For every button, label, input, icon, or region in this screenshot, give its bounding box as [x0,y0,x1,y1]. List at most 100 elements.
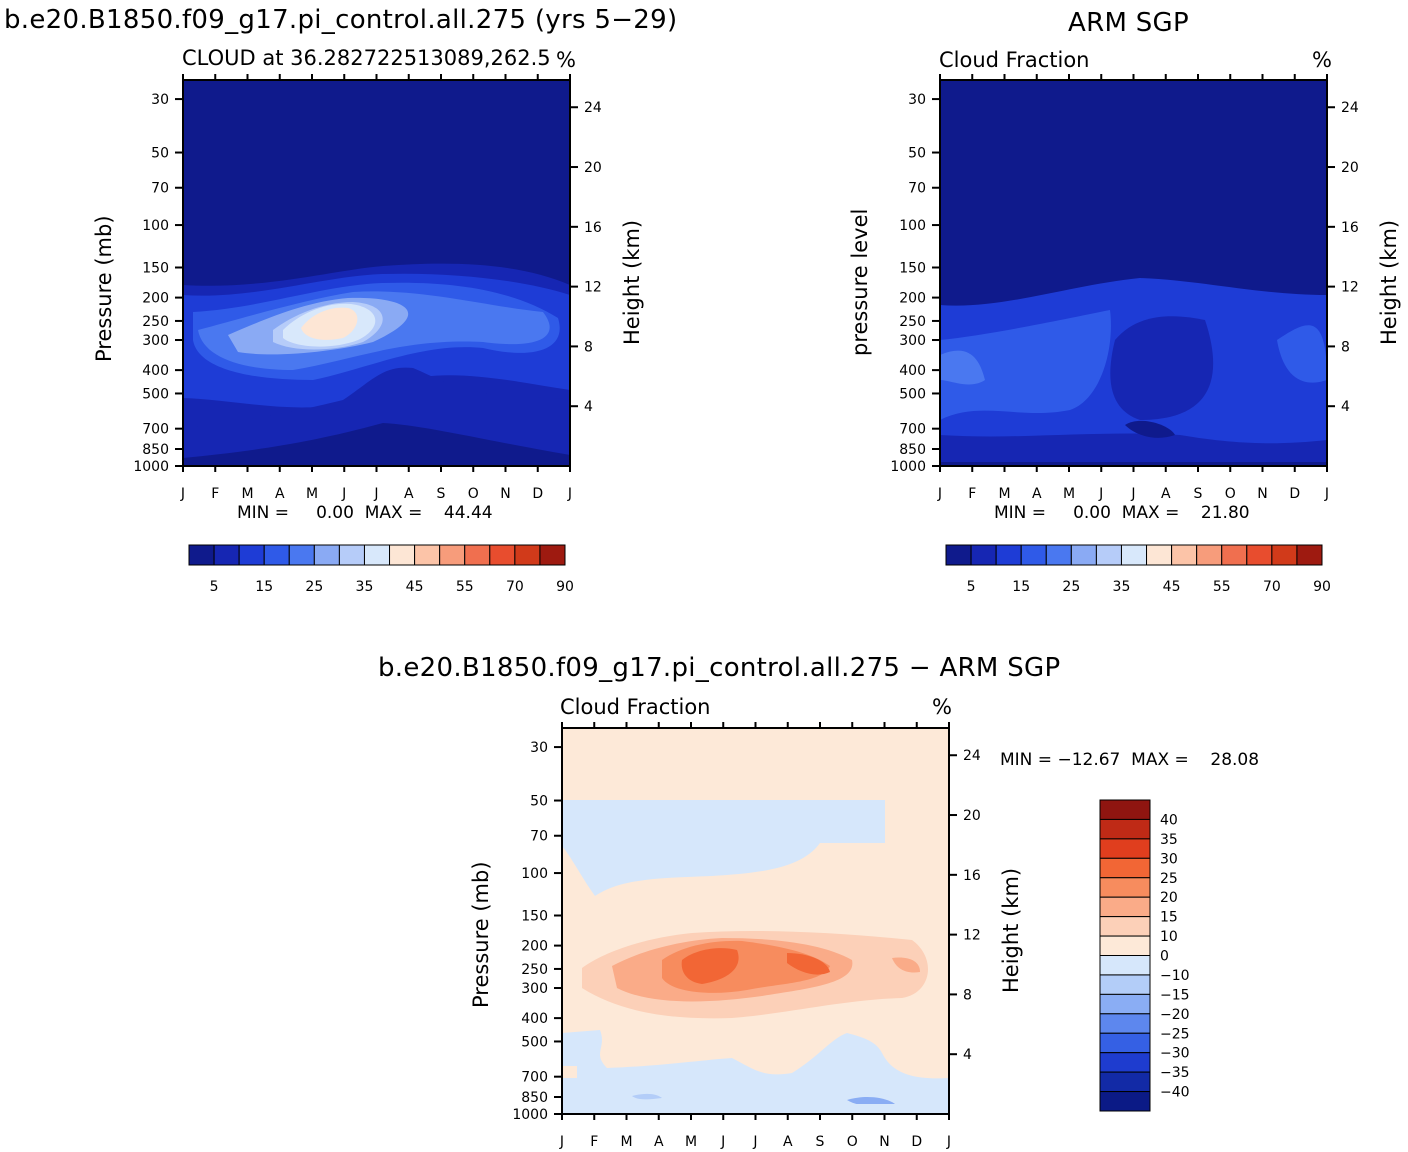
colorbar-label: 70 [1263,579,1281,595]
x-tick-label: F [590,1134,598,1150]
y-tick-label: 100 [521,866,548,882]
colorbar-box [414,544,441,566]
x-tick-label: F [211,486,219,502]
y-tick-label: 50 [908,146,926,162]
x-tick-label: S [437,486,446,502]
cloud-layer [1110,316,1214,420]
model-units: % [556,48,576,72]
colorbar-box [1099,993,1151,1015]
cloud-layer [940,310,1111,420]
colorbar-box [464,544,491,566]
x-tick-label: J [720,1134,725,1150]
colorbar-label: 0 [1160,949,1169,965]
x-tick-label: M [1063,486,1075,502]
plot-field-0 [183,80,570,466]
colorbar-box [1099,896,1151,918]
colorbar-1 [945,544,1323,566]
y-right-tick-label: 4 [584,399,593,415]
diff-region [892,957,920,973]
colorbar-label: 70 [506,579,524,595]
y-tick-label: 850 [521,1090,548,1106]
colorbar-label: 55 [1213,579,1231,595]
y-tick-label: 250 [521,962,548,978]
obs-stats: MIN = 0.00 MAX = 21.80 [994,503,1250,523]
colorbar-label: 25 [305,579,323,595]
colorbar-box [1099,818,1151,840]
x-tick-label: M [241,486,253,502]
y-tick-label: 1000 [890,459,926,475]
cloud-layer [301,307,358,340]
y-right-tick-label: 8 [1341,339,1350,355]
colorbar-box [288,544,315,566]
x-tick-label: J [937,486,942,502]
colorbar-box [1099,974,1151,995]
colorbar-box [1099,916,1151,937]
x-tick-label: N [500,486,510,502]
x-tick-label: J [373,486,378,502]
diff-units: % [932,695,952,719]
colorbar-box [1171,544,1198,566]
y-tick-label: 100 [142,218,169,234]
colorbar-box [313,544,340,566]
y-tick-label: 70 [908,181,926,197]
colorbar-box [945,544,972,566]
colorbar-box [213,544,240,566]
x-tick-label: D [911,1134,922,1150]
plot-2 [554,722,957,1120]
y-right-tick-label: 4 [1341,399,1350,415]
diff-region [787,953,830,975]
x-tick-label: M [306,486,318,502]
x-tick-label: N [1257,486,1267,502]
plot-field-1 [940,80,1327,466]
colorbar-label: 35 [356,579,374,595]
y-right-tick-label: 24 [1341,100,1359,116]
x-tick-label: J [559,1134,564,1150]
colorbar-label: −20 [1160,1007,1190,1023]
obs-subtitle: Cloud Fraction [939,48,1090,72]
y-tick-label: 30 [908,92,926,108]
x-tick-label: D [532,486,543,502]
y-tick-label: 850 [142,442,169,458]
diff-title: b.e20.B1850.f09_g17.pi_control.all.275 −… [378,653,1061,683]
y-tick-label: 150 [521,908,548,924]
colorbar-box [363,544,391,566]
colorbar-box [1146,544,1173,566]
x-tick-label: D [1289,486,1300,502]
colorbar-label: −35 [1160,1065,1190,1081]
model-title: b.e20.B1850.f09_g17.pi_control.all.275 (… [4,5,678,35]
y-right-tick-label: 16 [1341,220,1359,236]
x-tick-label: J [1098,486,1103,502]
y-tick-label: 1000 [133,459,169,475]
colorbar-label: −10 [1160,968,1190,984]
diff-region [681,948,739,984]
x-tick-label: S [816,1134,825,1150]
y-tick-label: 500 [521,1034,548,1050]
x-tick-label: J [946,1134,951,1150]
colorbar-label: 15 [255,579,273,595]
y-right-tick-label: 20 [1341,160,1359,176]
colorbar-2 [1099,799,1151,1112]
colorbar-box [1099,1052,1151,1073]
colorbar-box [188,544,215,566]
x-tick-label: J [567,486,572,502]
x-tick-label: A [783,1134,793,1150]
y-right-tick-label: 12 [1341,280,1359,296]
plot-background-2 [562,728,949,1114]
obs-units: % [1312,48,1332,72]
y-tick-label: 70 [151,181,169,197]
colorbar-box [1246,544,1273,566]
cloud-layer [940,350,985,385]
y-tick-label: 400 [899,363,926,379]
colorbar-box [1196,544,1223,566]
x-tick-label: A [654,1134,664,1150]
x-tick-label: J [752,1134,757,1150]
colorbar-label: 35 [1160,832,1178,848]
model-subtitle: CLOUD at 36.282722513089,262.5 [182,46,551,70]
plot-0 [175,74,578,472]
x-tick-label: F [968,486,976,502]
y-tick-label: 1000 [512,1107,548,1123]
y-tick-label: 30 [151,92,169,108]
cloud-layer [183,423,570,466]
colorbar-label: 5 [967,579,976,595]
y-tick-label: 250 [142,314,169,330]
